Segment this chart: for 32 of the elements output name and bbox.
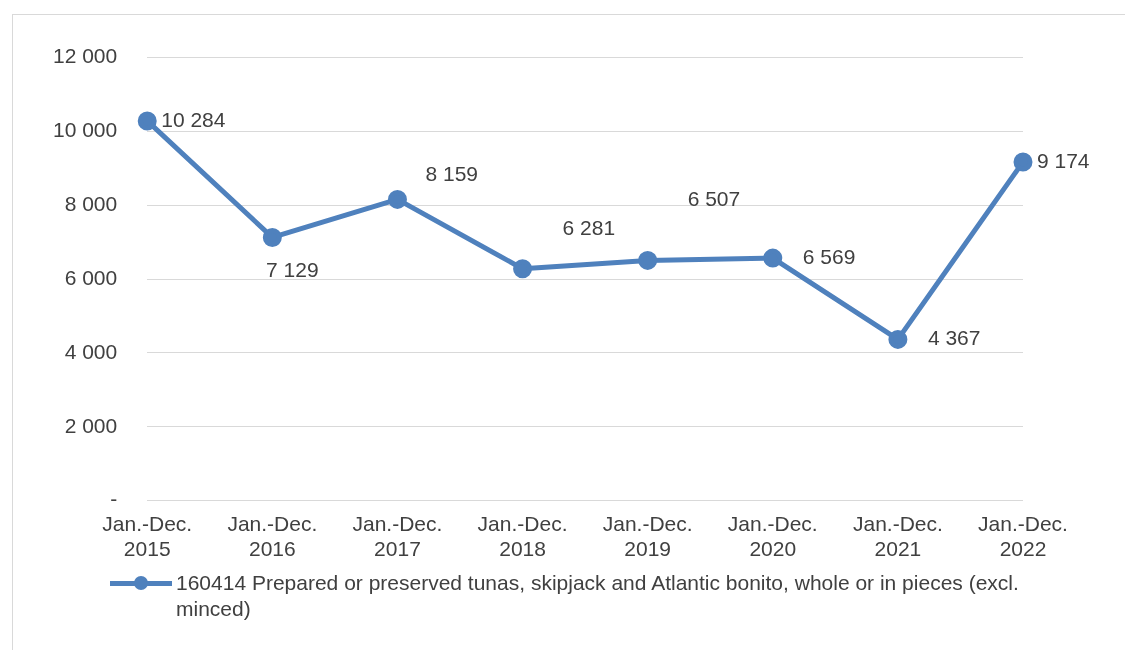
x-tick-label: Jan.-Dec. 2017 <box>352 512 443 561</box>
data-label: 9 174 <box>1037 148 1090 172</box>
data-label: 6 281 <box>562 215 616 239</box>
data-label: 4 367 <box>927 326 981 350</box>
y-tick-label: - <box>110 487 118 511</box>
y-tick-label: 8 000 <box>64 192 118 216</box>
y-tick-label: 4 000 <box>64 339 118 363</box>
x-tick-label: Jan.-Dec. 2021 <box>852 512 943 561</box>
point <box>763 248 783 268</box>
data-label: 6 507 <box>687 187 741 211</box>
data-label: 7 129 <box>266 258 319 282</box>
point <box>638 250 658 270</box>
y-tick-label: 6 000 <box>64 265 118 289</box>
point <box>387 189 407 209</box>
x-tick-label: Jan.-Dec. 2015 <box>102 512 193 561</box>
x-tick-label: Jan.-Dec. 2019 <box>602 512 693 561</box>
point <box>513 259 533 279</box>
x-tick-label: Jan.-Dec. 2022 <box>978 512 1068 561</box>
data-label: 10 284 <box>161 107 226 131</box>
data-label: 6 569 <box>802 244 856 268</box>
point <box>1013 152 1033 172</box>
y-tick-label: 2 000 <box>64 413 118 437</box>
y-tick-label: 12 000 <box>53 44 118 68</box>
x-tick-label: Jan.-Dec. 2016 <box>227 512 318 561</box>
legend-label: 160414 Prepared or preserved tunas, skipjack and Atlantic bonito, whole or in pieces (excl. minced) <box>176 570 1020 622</box>
point <box>137 111 157 131</box>
point <box>262 227 282 247</box>
point <box>888 329 908 349</box>
y-tick-label: 10 000 <box>53 118 118 142</box>
x-tick-label: Jan.-Dec. 2020 <box>727 512 818 561</box>
x-tick-label: Jan.-Dec. 2018 <box>477 512 568 561</box>
data-label: 8 159 <box>425 162 479 186</box>
